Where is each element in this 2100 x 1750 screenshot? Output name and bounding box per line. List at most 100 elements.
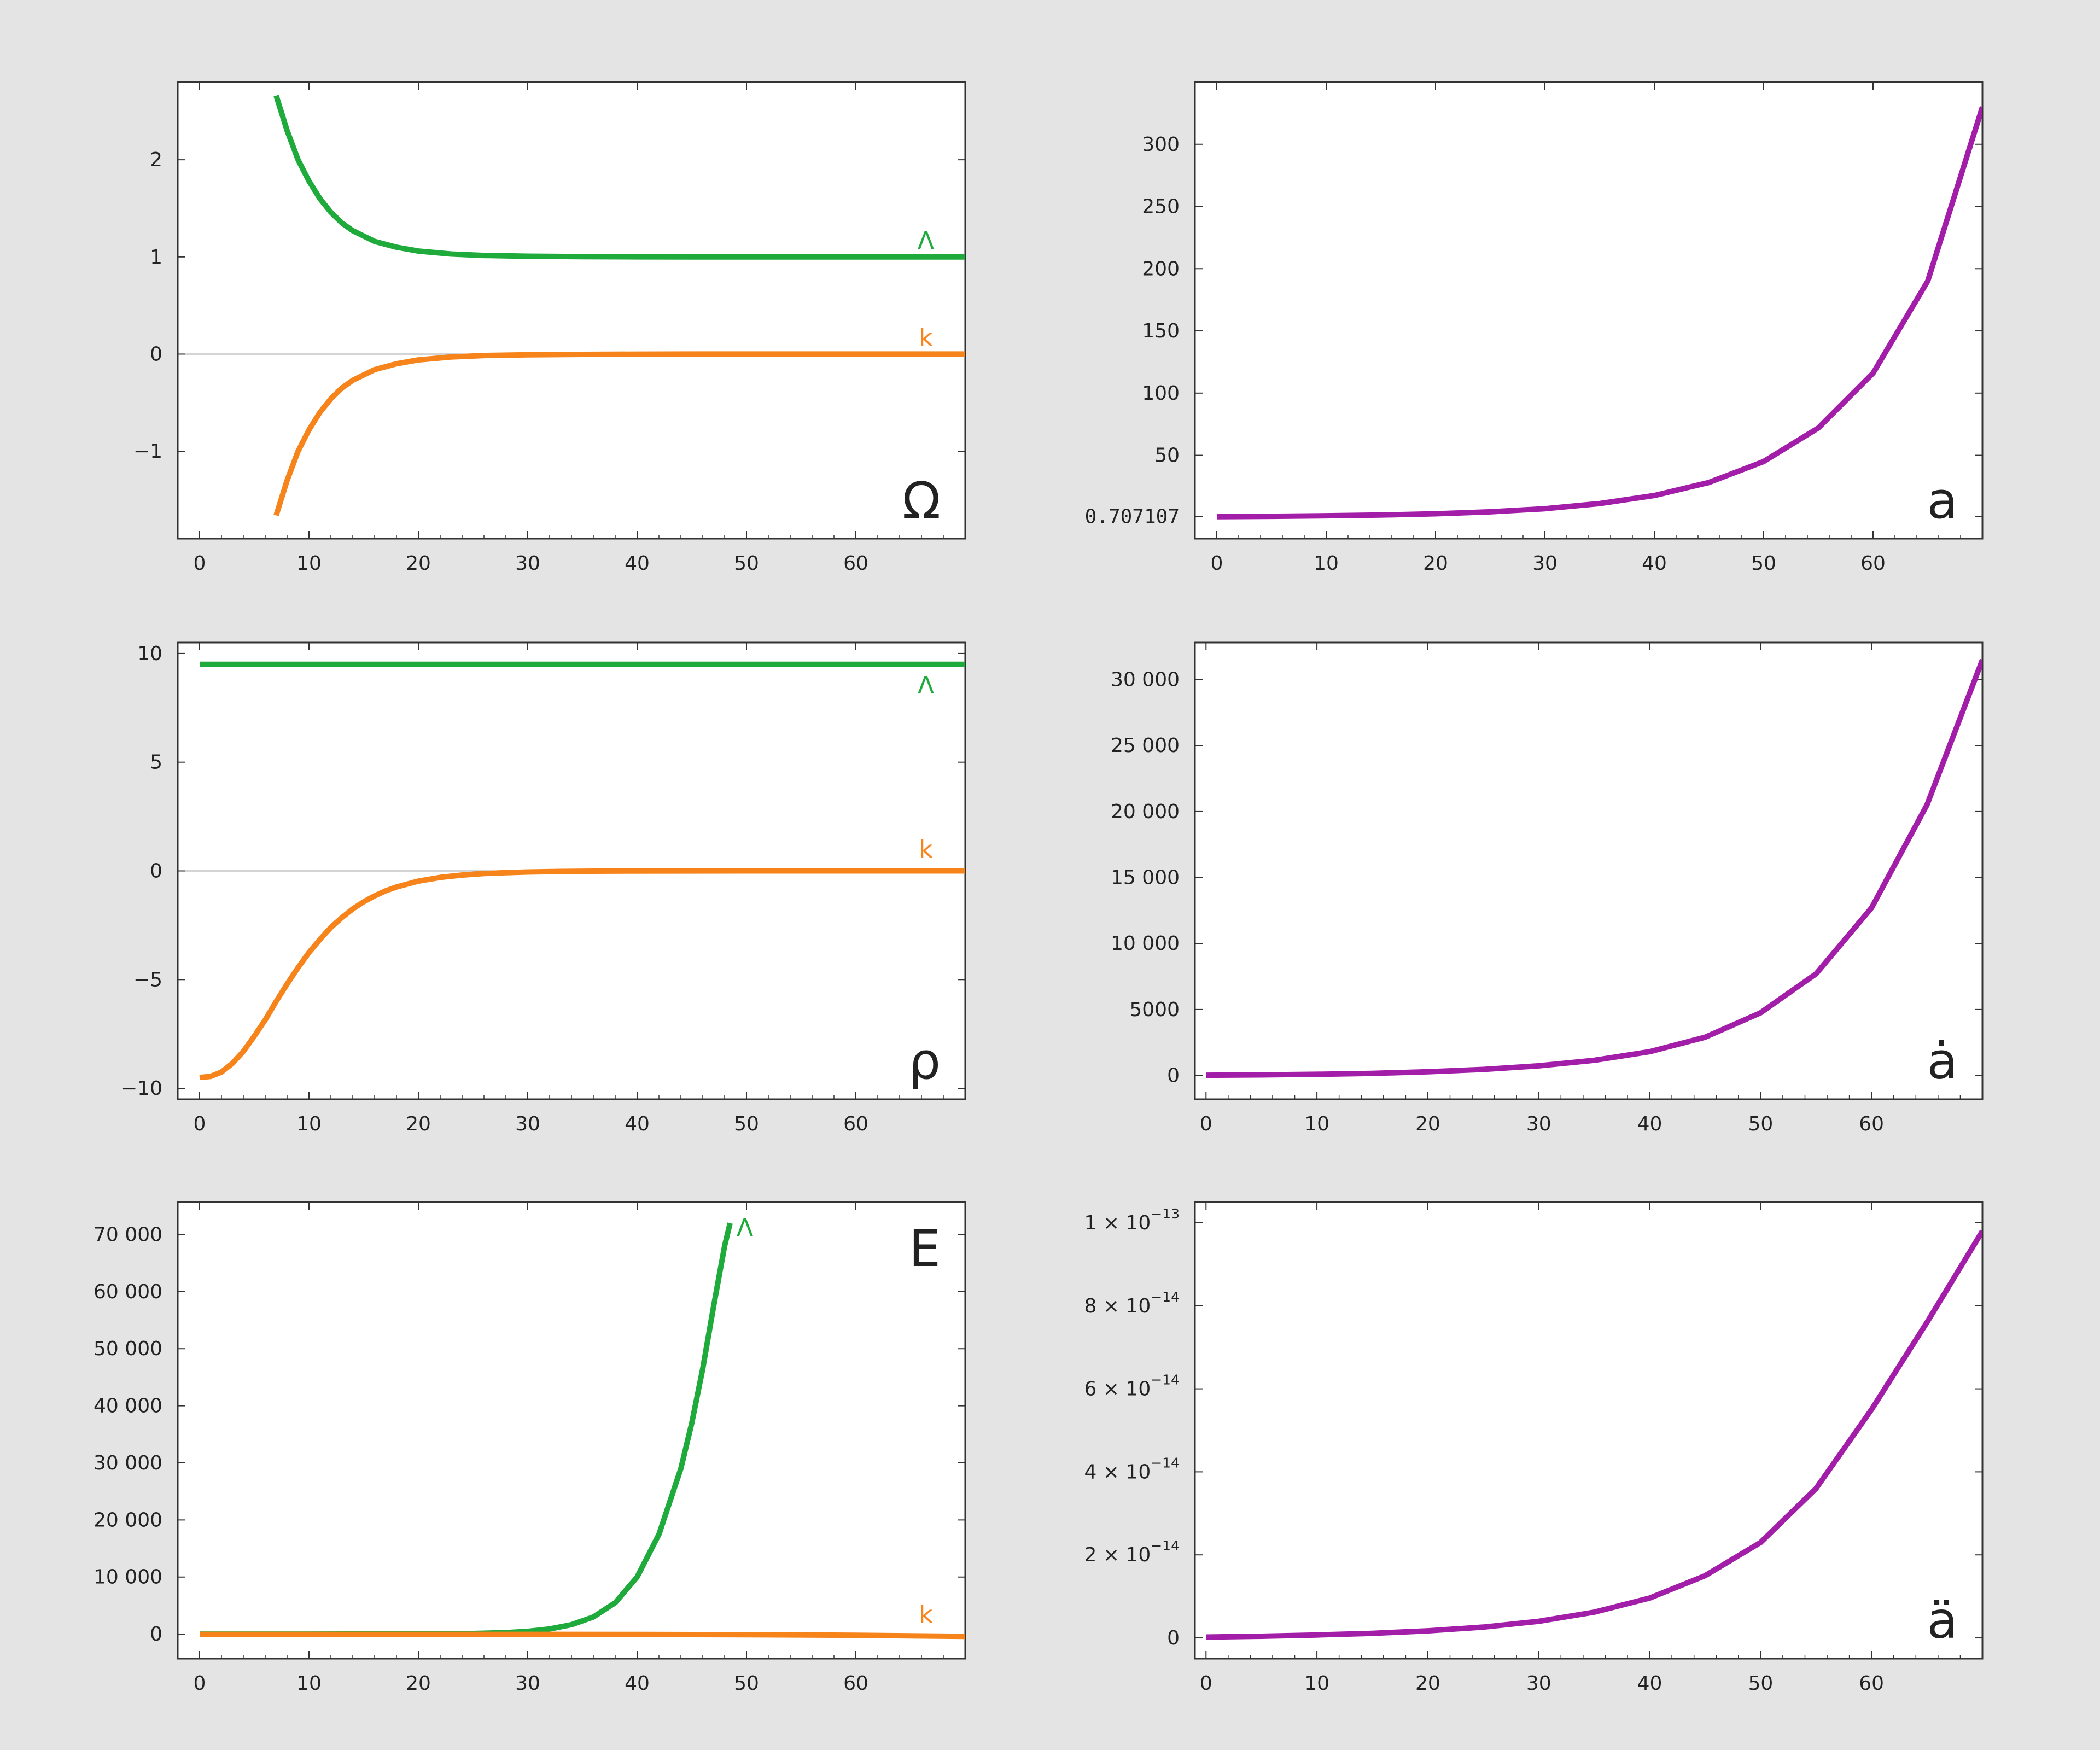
x-tick-label: 50 — [734, 552, 759, 575]
x-tick-label: 0 — [194, 1672, 206, 1695]
x-tick-label: 30 — [1526, 1113, 1551, 1135]
x-tick-label: 10 — [1304, 1672, 1329, 1695]
x-tick-label: 50 — [1748, 1672, 1773, 1695]
y-tick-label: 250 — [1142, 196, 1180, 218]
y-tick-label: 0 — [150, 1623, 162, 1646]
x-tick-label: 50 — [734, 1113, 759, 1135]
y-tick-exponent: −14 — [1151, 1372, 1180, 1388]
x-tick-label: 20 — [1415, 1672, 1440, 1695]
x-tick-label: 50 — [734, 1672, 759, 1695]
x-tick-label: 20 — [1423, 552, 1448, 575]
x-tick-label: 10 — [1304, 1113, 1329, 1135]
y-tick-mantissa: 6 × 10 — [1084, 1378, 1151, 1401]
x-tick-label: 10 — [296, 552, 322, 575]
panel-E: 0 10 20 30 40 50 60 0 10 000 20 000 30 000 40 000 50… — [94, 1201, 966, 1695]
series-label: k — [919, 1601, 933, 1629]
panel-label: E — [909, 1220, 941, 1278]
y-tick-label: 150 — [1142, 320, 1180, 342]
y-tick-mantissa: 1 × 10 — [1084, 1212, 1151, 1234]
plot-frame — [177, 81, 966, 540]
series-line — [1206, 658, 1982, 1078]
x-tick-label: 20 — [1415, 1113, 1440, 1135]
y-tick-label: 15 000 — [1111, 867, 1180, 889]
series-line-k — [199, 868, 965, 1081]
panel-label: a — [1927, 471, 1958, 530]
series-line-k — [273, 351, 965, 516]
x-tick-label: 30 — [515, 1672, 540, 1695]
y-tick-label: 300 — [1142, 133, 1180, 156]
y-tick-label: 5000 — [1129, 999, 1180, 1021]
x-tick-label: 60 — [1859, 1113, 1884, 1135]
series-line — [1206, 1229, 1982, 1640]
x-tick-label: 40 — [625, 1672, 650, 1695]
y-tick-label: 40 000 — [94, 1395, 162, 1418]
y-tick-label: 10 000 — [1111, 932, 1180, 955]
x-tick-label: 40 — [625, 552, 650, 575]
x-tick-label: 30 — [1532, 552, 1558, 575]
y-tick-label: 0 — [1167, 1627, 1180, 1649]
x-tick-label: 60 — [843, 552, 868, 575]
y-tick-label: 0.707107 — [1085, 506, 1180, 528]
y-tick-label: 30 000 — [1111, 669, 1180, 691]
panel-adot: 0 10 20 30 40 50 60 0 5000 10 000 15 000 20 000 25 0… — [1111, 641, 1984, 1135]
x-tick-label: 60 — [1859, 1672, 1884, 1695]
x-tick-label: 40 — [625, 1113, 650, 1135]
x-tick-label: 20 — [406, 1672, 431, 1695]
x-tick-label: 0 — [194, 552, 206, 575]
x-tick-label: 0 — [1200, 1672, 1212, 1695]
y-tick-label: 100 — [1142, 382, 1180, 405]
x-tick-label: 0 — [194, 1113, 206, 1135]
x-tick-label: 30 — [515, 552, 540, 575]
y-tick-label: −5 — [133, 969, 162, 991]
y-tick-label: 50 — [1154, 445, 1180, 467]
y-tick-exponent: −14 — [1151, 1289, 1180, 1305]
x-tick-label: 30 — [515, 1113, 540, 1135]
plot-frame — [177, 1201, 966, 1660]
y-tick-exponent: −13 — [1151, 1206, 1180, 1222]
y-tick-label: 2 — [150, 149, 162, 171]
y-tick-label: −10 — [121, 1077, 162, 1100]
y-tick-label: 20 000 — [1111, 801, 1180, 823]
y-tick-label: 8 × 10−14 — [1084, 1289, 1180, 1317]
y-tick-label: 0 — [1167, 1065, 1180, 1087]
panel-label: ä — [1927, 1591, 1958, 1650]
y-tick-mantissa: 4 × 10 — [1084, 1461, 1151, 1483]
y-tick-label: 1 — [150, 246, 162, 269]
series-line-k — [200, 1631, 965, 1640]
series-label: Λ — [737, 1214, 753, 1242]
y-tick-label: 6 × 10−14 — [1084, 1372, 1180, 1401]
x-tick-label: 10 — [296, 1113, 322, 1135]
series-label: Λ — [918, 672, 934, 699]
plot-frame — [1194, 641, 1984, 1100]
x-tick-label: 20 — [406, 552, 431, 575]
x-tick-label: 40 — [1637, 1672, 1662, 1695]
y-tick-label: 200 — [1142, 258, 1180, 280]
y-tick-label: 10 000 — [94, 1566, 162, 1589]
y-tick-exponent: −14 — [1151, 1455, 1180, 1471]
series-line — [1216, 106, 1982, 520]
panel-label: ȧ — [1927, 1032, 1958, 1090]
x-tick-label: 50 — [1751, 552, 1776, 575]
y-tick-label: 0 — [150, 860, 162, 883]
y-tick-label: 2 × 10−14 — [1084, 1538, 1180, 1566]
x-tick-label: 10 — [1314, 552, 1339, 575]
y-tick-label: 20 000 — [94, 1509, 162, 1531]
y-tick-label: 10 — [137, 643, 162, 665]
x-tick-label: 60 — [843, 1113, 868, 1135]
y-tick-label: −1 — [133, 440, 162, 463]
y-tick-label: 1 × 10−13 — [1084, 1206, 1180, 1234]
x-tick-label: 30 — [1526, 1672, 1551, 1695]
series-line-lambda — [273, 95, 965, 260]
x-tick-label: 0 — [1211, 552, 1223, 575]
y-tick-mantissa: 8 × 10 — [1084, 1295, 1151, 1317]
y-tick-label: 50 000 — [94, 1338, 162, 1360]
plot-frame — [1194, 81, 1984, 540]
x-tick-label: 60 — [843, 1672, 868, 1695]
y-tick-exponent: −14 — [1151, 1538, 1180, 1554]
y-tick-mantissa: 2 × 10 — [1084, 1544, 1151, 1566]
y-tick-label: 30 000 — [94, 1452, 162, 1474]
